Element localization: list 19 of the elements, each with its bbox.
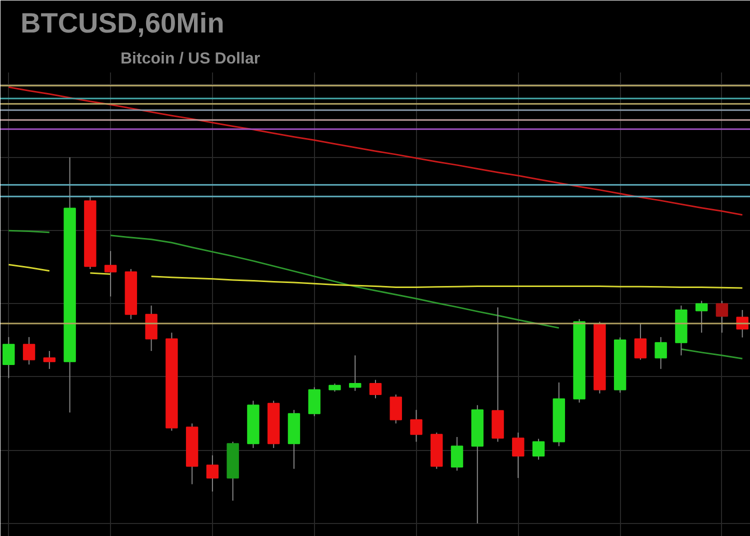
candlestick [390,394,402,424]
candlestick [654,336,667,370]
candlestick [206,454,219,492]
candlestick [450,436,464,472]
candlestick [410,409,422,442]
candlestick [2,336,15,379]
candlestick [695,300,708,334]
candlestick [512,432,524,478]
chart-title: BTCUSD,60Min [20,8,224,38]
candlestick [634,323,647,360]
candlestick [308,386,320,417]
candlestick [532,438,545,460]
chart-subtitle: Bitcoin / US Dollar [120,50,260,68]
candlestick [104,250,117,297]
candlestick [349,354,362,392]
candlestick [716,300,728,334]
candlestick [22,336,36,366]
candlestick [369,379,382,399]
candlestick [43,350,56,370]
